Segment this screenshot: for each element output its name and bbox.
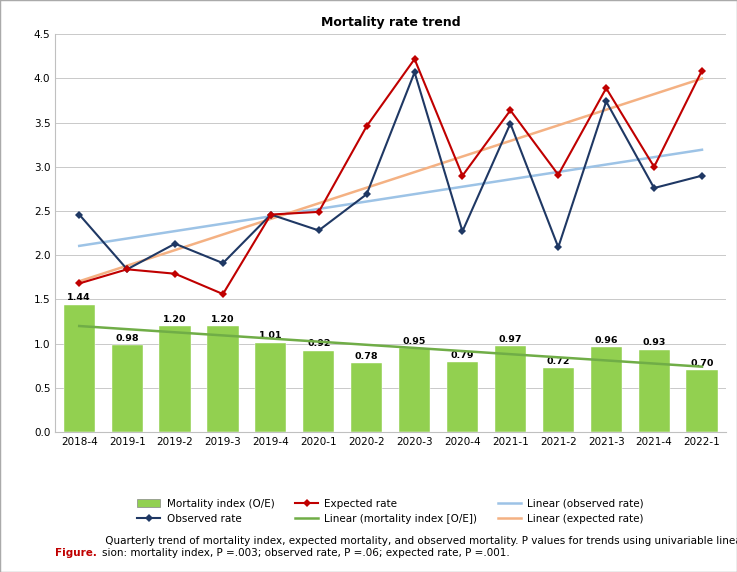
Bar bbox=[351, 363, 383, 432]
Text: 0.97: 0.97 bbox=[499, 335, 522, 344]
Text: 0.96: 0.96 bbox=[595, 336, 618, 345]
Bar bbox=[638, 349, 670, 432]
Bar bbox=[207, 326, 239, 432]
Text: Figure.: Figure. bbox=[55, 548, 97, 558]
Text: 0.79: 0.79 bbox=[451, 351, 474, 360]
Bar bbox=[495, 346, 526, 432]
Text: 1.20: 1.20 bbox=[212, 315, 234, 324]
Bar bbox=[111, 345, 143, 432]
Bar bbox=[159, 326, 191, 432]
Text: 1.01: 1.01 bbox=[259, 331, 282, 340]
Bar bbox=[447, 362, 478, 432]
Bar bbox=[399, 348, 430, 432]
Text: 0.93: 0.93 bbox=[643, 339, 666, 348]
Text: 1.20: 1.20 bbox=[164, 315, 186, 324]
Bar bbox=[590, 347, 622, 432]
Bar bbox=[255, 343, 287, 432]
Bar bbox=[542, 368, 574, 432]
Text: 0.78: 0.78 bbox=[354, 352, 379, 361]
Bar bbox=[63, 305, 95, 432]
Legend: Mortality index (O/E), Observed rate, Expected rate, Linear (mortality index [O/: Mortality index (O/E), Observed rate, Ex… bbox=[137, 499, 644, 524]
Text: 0.70: 0.70 bbox=[691, 359, 713, 368]
Text: 0.92: 0.92 bbox=[307, 339, 330, 348]
Text: 0.95: 0.95 bbox=[403, 337, 426, 345]
Bar bbox=[303, 351, 335, 432]
Text: Quarterly trend of mortality index, expected mortality, and observed mortality. : Quarterly trend of mortality index, expe… bbox=[102, 536, 737, 558]
Text: 0.98: 0.98 bbox=[115, 334, 139, 343]
Title: Mortality rate trend: Mortality rate trend bbox=[321, 16, 461, 29]
Text: 1.44: 1.44 bbox=[67, 293, 91, 303]
Text: 0.72: 0.72 bbox=[547, 357, 570, 366]
Bar bbox=[686, 370, 718, 432]
